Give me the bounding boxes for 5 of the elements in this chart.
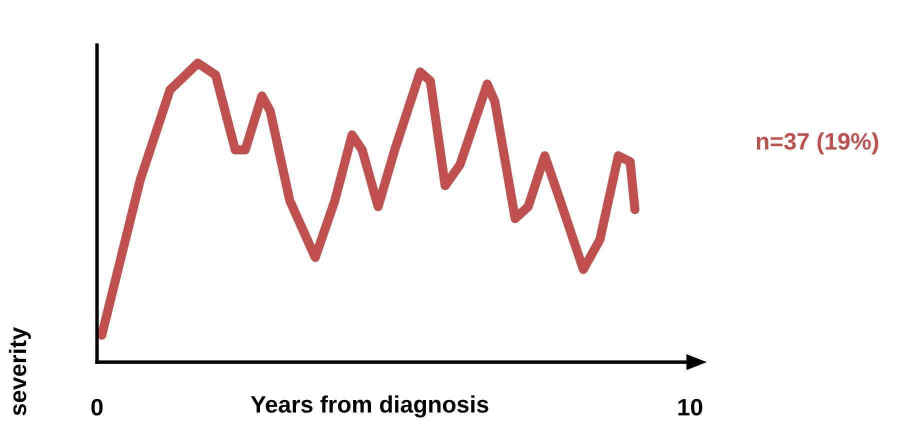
text: n=37 (19%) [756,132,878,154]
x-tick-label: 0 [91,398,103,416]
x-axis-title: Years from diagnosis [250,395,488,418]
y-axis-title: severity [8,327,31,416]
x-tick-label: 10 [678,398,702,416]
